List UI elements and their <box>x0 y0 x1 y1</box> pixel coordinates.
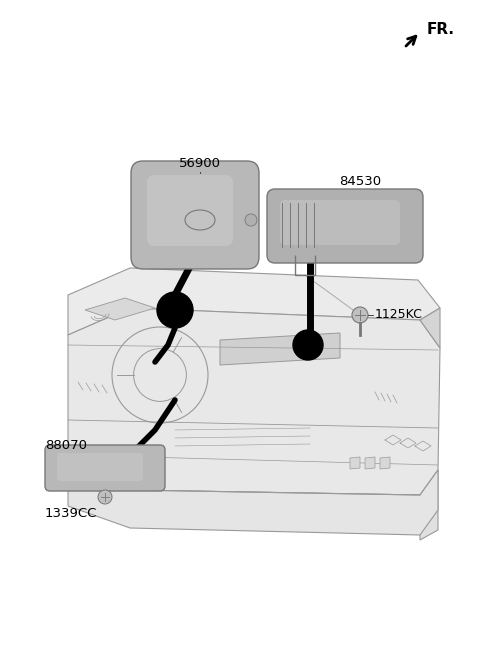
Circle shape <box>98 490 112 504</box>
Polygon shape <box>380 457 390 469</box>
Polygon shape <box>350 457 360 469</box>
Text: FR.: FR. <box>427 22 455 37</box>
FancyBboxPatch shape <box>267 189 423 263</box>
Text: 1125KC: 1125KC <box>375 308 423 321</box>
Polygon shape <box>220 333 340 365</box>
FancyBboxPatch shape <box>57 453 143 481</box>
Polygon shape <box>365 457 375 469</box>
Polygon shape <box>85 298 155 320</box>
Polygon shape <box>420 470 438 540</box>
FancyBboxPatch shape <box>131 161 259 269</box>
Polygon shape <box>68 308 440 495</box>
Polygon shape <box>68 268 440 335</box>
Polygon shape <box>420 308 440 348</box>
Circle shape <box>352 307 368 323</box>
FancyBboxPatch shape <box>45 445 165 491</box>
FancyBboxPatch shape <box>147 175 233 246</box>
FancyBboxPatch shape <box>280 200 400 245</box>
Text: 56900: 56900 <box>179 157 221 170</box>
Text: 1339CC: 1339CC <box>45 507 97 520</box>
Text: 88070: 88070 <box>45 439 87 452</box>
Circle shape <box>157 292 193 328</box>
Circle shape <box>293 330 323 360</box>
Polygon shape <box>68 468 438 535</box>
Circle shape <box>245 214 257 226</box>
Text: 84530: 84530 <box>339 175 381 188</box>
